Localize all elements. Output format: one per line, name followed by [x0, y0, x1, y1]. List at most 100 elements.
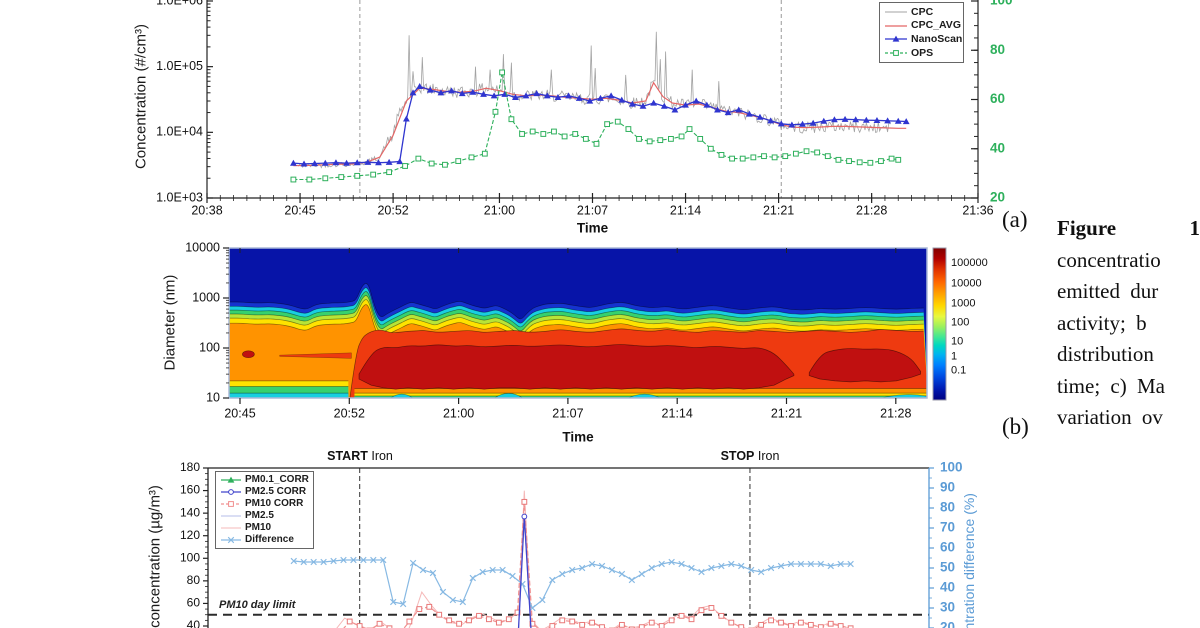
top-chart-axes: 1.0E+03 1.0E+04 1.0E+05 1.0E+06 20:38 20:45 20…	[156, 0, 1013, 236]
series-pm10-corr	[343, 498, 854, 628]
svg-text:100: 100	[180, 550, 200, 564]
caption-line: time; c) Ma	[1057, 373, 1165, 398]
bottom-chart-ylabel: Mass concentration (µg/m³)	[146, 485, 164, 628]
legend-item-pm0.1-corr: PM0.1_CORR	[220, 475, 309, 485]
panel-label-a: (a)	[1002, 207, 1028, 232]
mid-chart	[229, 248, 927, 398]
legend-line-sample	[885, 11, 907, 13]
svg-text:40: 40	[940, 580, 955, 595]
svg-text:80: 80	[940, 500, 955, 515]
pm10-day-limit-label: PM10 day limit	[219, 599, 296, 611]
mid-chart-ylabel: Diameter (nm)	[161, 274, 179, 371]
panel-label-b: (b)	[1002, 414, 1029, 439]
start-iron-label: START Iron	[327, 449, 393, 463]
svg-text:20: 20	[940, 620, 955, 628]
series-pm25-corr	[517, 513, 532, 628]
svg-text:100: 100	[940, 460, 963, 475]
svg-text:10: 10	[206, 390, 220, 404]
svg-text:180: 180	[180, 460, 200, 474]
svg-text:Time: Time	[577, 221, 609, 236]
legend-line-sample	[221, 536, 241, 544]
legend-label: PM2.5	[245, 510, 274, 521]
svg-text:20:45: 20:45	[284, 203, 315, 217]
svg-text:20:45: 20:45	[224, 406, 255, 420]
top-chart-series-cpc-avg	[293, 81, 907, 167]
legend-item-pm2.5-corr: PM2.5 CORR	[220, 487, 309, 497]
bottom-chart-axes: 180 160 140 120 100 80 60 40 100 90 80 70 60 50 40 30 20	[180, 460, 963, 628]
top-chart-legend: CPC CPC_AVG NanoScan OPS	[879, 2, 964, 63]
caption-line: activity; b	[1057, 310, 1147, 335]
svg-text:1.0E+05: 1.0E+05	[156, 59, 203, 73]
stop-iron-label: STOP Iron	[720, 449, 780, 463]
legend-line-sample	[885, 25, 907, 27]
bottom-chart-right-label: Concentration difference (%)	[961, 493, 977, 628]
legend-line-sample	[221, 501, 241, 507]
legend-item-pm2.5: PM2.5	[220, 511, 309, 521]
svg-text:100: 100	[990, 0, 1013, 8]
mid-chart-colorbar: 100000 10000 1000 100 10 10.1	[932, 247, 988, 401]
svg-text:Time: Time	[562, 430, 594, 445]
legend-line-sample	[221, 527, 241, 529]
svg-text:10: 10	[951, 335, 963, 347]
bottom-chart-series	[290, 490, 854, 628]
svg-text:40: 40	[990, 140, 1005, 155]
legend-label: PM2.5 CORR	[245, 486, 307, 497]
top-chart-series-ops	[290, 69, 902, 183]
svg-text:21:36: 21:36	[962, 203, 993, 217]
legend-line-sample	[885, 35, 907, 42]
mid-chart-axes: 10 100 1000 10000 20:45 20:52 21:00 21:07 21:14 2…	[185, 240, 928, 445]
caption-line-1: Figure 1	[1057, 216, 1200, 240]
legend-item-cpc-avg: CPC_AVG	[884, 20, 961, 31]
svg-text:21:21: 21:21	[763, 203, 794, 217]
legend-label: PM10	[245, 522, 272, 533]
svg-text:20:38: 20:38	[191, 203, 222, 217]
legend-line-sample	[221, 515, 241, 517]
svg-text:1: 1	[951, 351, 957, 363]
svg-text:21:07: 21:07	[577, 203, 608, 217]
bottom-chart	[208, 468, 929, 628]
caption-line: emitted dur	[1057, 279, 1159, 303]
svg-text:160: 160	[180, 483, 200, 497]
svg-text:20: 20	[990, 190, 1005, 205]
svg-text:21:14: 21:14	[670, 203, 701, 217]
svg-text:30: 30	[940, 600, 955, 615]
svg-text:21:07: 21:07	[552, 406, 583, 420]
svg-text:60: 60	[990, 91, 1005, 106]
legend-item-cpc: CPC	[884, 7, 959, 18]
bottom-chart-legend: PM0.1_CORR PM2.5 CORR PM10 CORR PM2.5 PM10 Di…	[215, 471, 314, 549]
legend-item-difference: Difference	[220, 535, 309, 545]
caption-line: concentratio	[1057, 247, 1161, 272]
legend-item-nanoscan: NanoScan	[884, 33, 963, 46]
svg-text:10000: 10000	[185, 240, 220, 254]
svg-text:100: 100	[199, 340, 220, 354]
svg-text:90: 90	[940, 480, 955, 495]
legend-label: PM10 CORR	[245, 498, 304, 509]
legend-label: Difference	[245, 534, 294, 545]
svg-text:21:00: 21:00	[484, 203, 515, 217]
caption-line: variation ov	[1057, 405, 1163, 429]
top-chart-series-nanoscan	[290, 83, 910, 167]
svg-text:21:28: 21:28	[880, 406, 911, 420]
svg-text:1000: 1000	[192, 290, 220, 304]
svg-text:1000: 1000	[951, 297, 975, 309]
svg-text:60: 60	[187, 596, 201, 610]
svg-text:120: 120	[180, 528, 200, 542]
legend-line-sample	[885, 50, 907, 57]
svg-text:40: 40	[187, 618, 201, 628]
svg-text:80: 80	[187, 573, 201, 587]
series-difference	[290, 556, 854, 612]
legend-label: NanoScan	[911, 33, 963, 46]
svg-text:100000: 100000	[951, 257, 988, 269]
svg-text:21:28: 21:28	[856, 203, 887, 217]
svg-text:21:21: 21:21	[771, 406, 802, 420]
figure-caption: Figure 1 concentratio emitted dur activit…	[1057, 213, 1200, 434]
legend-label: CPC	[911, 5, 934, 18]
svg-text:21:00: 21:00	[443, 406, 474, 420]
legend-label: PM0.1_CORR	[245, 474, 309, 485]
svg-text:70: 70	[940, 520, 955, 535]
svg-text:0.1: 0.1	[951, 364, 966, 376]
legend-line-sample	[221, 489, 241, 495]
svg-text:21:14: 21:14	[662, 406, 693, 420]
